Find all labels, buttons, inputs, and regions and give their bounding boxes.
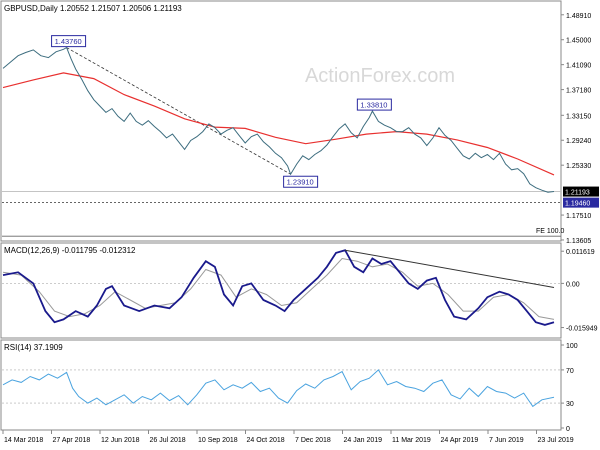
- price-y-tick-0: 1.48910: [566, 13, 591, 20]
- macd-y-tick-2: -0.015949: [566, 326, 598, 333]
- rsi-y-tick-3: 0: [566, 426, 570, 433]
- price-y-tick-9: 1.17510: [566, 213, 591, 220]
- rsi-y-tick-2: 30: [566, 401, 574, 408]
- price-y-tick-3: 1.37180: [566, 88, 591, 95]
- x-tick-3: 26 Jul 2018: [150, 437, 186, 444]
- macd-panel-title: MACD(12,26,9) -0.011795 -0.012312: [4, 246, 136, 255]
- sma-line: [2, 72, 555, 176]
- x-axis: 14 Mar 2018 27 Apr 2018 12 Jun 2018 26 Jul …: [2, 430, 574, 444]
- price-y-tick-7: 1.21193: [565, 190, 590, 197]
- price-y-tick-2: 1.41090: [566, 63, 591, 70]
- rsi-panel-title: RSI(14) 37.1909: [4, 343, 63, 352]
- x-tick-1: 27 Apr 2018: [53, 437, 91, 444]
- price-panel-frame: [0, 0, 562, 242]
- price-y-tick-6: 1.25330: [566, 163, 591, 170]
- annotation-box-0: [51, 35, 87, 48]
- price-y-tick-10: 1.13605: [566, 238, 591, 245]
- x-tick-6: 7 Dec 2018: [295, 437, 331, 444]
- macd-panel-frame: [0, 242, 562, 339]
- price-panel: FE 100.0 1.43760 1.23910 1.33810 1.48910 1.45…: [2, 13, 599, 245]
- price-y-tick-4: 1.33150: [566, 113, 591, 120]
- x-tick-5: 24 Oct 2018: [247, 437, 285, 444]
- rsi-y-tick-1: 70: [566, 368, 574, 375]
- price-y-tick-8: 1.19460: [565, 201, 590, 208]
- price-y-tick-1: 1.45000: [566, 38, 591, 45]
- rsi-y-tick-0: 100: [566, 343, 578, 350]
- annotation-box-2: [356, 98, 392, 111]
- price-y-tick-box-7: [563, 186, 599, 197]
- rsi-panel-frame: [0, 339, 562, 431]
- watermark: ActionForex.com: [305, 65, 455, 87]
- rsi-line: [2, 369, 555, 408]
- price-line: [2, 46, 555, 193]
- x-tick-10: 7 Jun 2019: [489, 437, 524, 444]
- macd-signal-line: [2, 257, 555, 320]
- macd-panel: 0.011619 0.00 -0.015949: [2, 249, 598, 333]
- x-tick-4: 10 Sep 2018: [198, 437, 238, 444]
- annotation-box-1: [283, 175, 319, 188]
- macd-trendline: [345, 249, 555, 288]
- rsi-panel: 100 70 30 0: [2, 343, 578, 433]
- x-tick-11: 23 Jul 2019: [538, 437, 574, 444]
- fe-label: FE 100.0: [536, 228, 565, 235]
- macd-y-tick-1: 0.00: [566, 281, 580, 288]
- price-y-tick-5: 1.29240: [566, 138, 591, 145]
- price-trendline: [66, 47, 291, 175]
- price-panel-title: GBPUSD,Daily 1.20552 1.21507 1.20506 1.2…: [4, 4, 182, 13]
- macd-y-tick-0: 0.011619: [566, 249, 595, 256]
- x-tick-9: 24 Apr 2019: [441, 437, 479, 444]
- annotation-label-2: 1.33810: [360, 101, 387, 110]
- price-y-tick-box-8: [563, 197, 599, 208]
- annotation-label-0: 1.43760: [55, 37, 82, 46]
- x-tick-2: 12 Jun 2018: [101, 437, 140, 444]
- macd-line: [2, 249, 555, 326]
- x-tick-8: 11 Mar 2019: [392, 437, 431, 444]
- x-tick-0: 14 Mar 2018: [4, 437, 43, 444]
- annotation-label-1: 1.23910: [287, 178, 314, 187]
- x-tick-7: 24 Jan 2019: [344, 437, 383, 444]
